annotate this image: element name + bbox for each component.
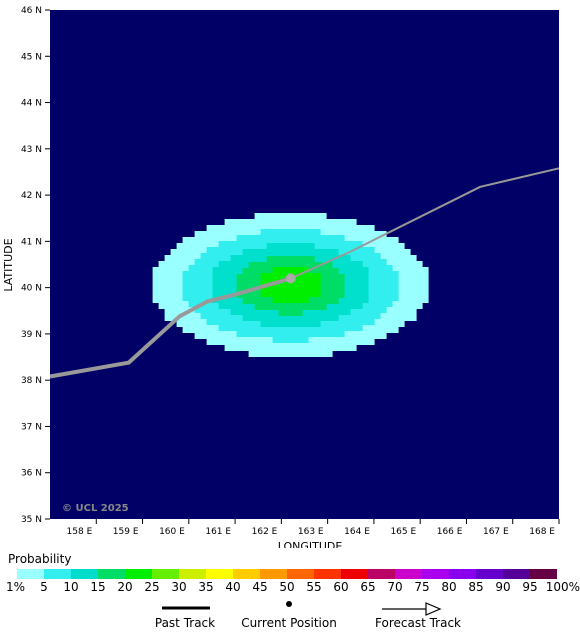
forecast-track-arrow-icon — [382, 602, 442, 616]
legend-label: 85 — [468, 580, 484, 594]
legend-label: 75 — [414, 580, 430, 594]
lon-tick-label: 161 E — [205, 527, 231, 537]
probability-contour-20 — [260, 267, 321, 303]
legend-label: 5 — [40, 580, 48, 594]
current-position-dot-icon — [286, 601, 292, 607]
legend-swatch — [449, 569, 476, 579]
key-forecast-track-label: Forecast Track — [375, 616, 461, 630]
lon-tick-label: 162 E — [252, 527, 278, 537]
legend-label: 100% — [545, 580, 580, 594]
key-current-position-label: Current Position — [241, 616, 337, 630]
legend-swatch — [71, 569, 98, 579]
legend-swatch — [125, 569, 152, 579]
lat-tick-label: 35 N — [21, 515, 42, 525]
lon-tick-label: 166 E — [437, 527, 463, 537]
legend-swatch — [233, 569, 260, 579]
legend-label: 10 — [63, 580, 79, 594]
legend-swatch — [206, 569, 233, 579]
legend-label: 20 — [117, 580, 133, 594]
legend-swatch — [530, 569, 557, 579]
legend-label: 80 — [441, 580, 457, 594]
legend-swatch — [44, 569, 71, 579]
legend-swatch — [368, 569, 395, 579]
legend-label: 40 — [225, 580, 241, 594]
legend-label: 45 — [252, 580, 268, 594]
current-position-marker — [285, 273, 296, 284]
lat-tick-label: 38 N — [21, 376, 42, 386]
lat-tick-label: 40 N — [21, 284, 42, 294]
legend-label: 50 — [279, 580, 295, 594]
legend-label: 65 — [360, 580, 376, 594]
x-axis-title: LONGITUDE — [278, 540, 343, 548]
y-axis-title: LATITUDE — [2, 238, 15, 291]
legend-label: 35 — [198, 580, 214, 594]
forecast-track-line — [290, 167, 560, 280]
lat-tick-label: 44 N — [21, 99, 42, 109]
legend-swatch — [503, 569, 530, 579]
lat-tick-label: 45 N — [21, 52, 42, 62]
legend-label: 25 — [144, 580, 160, 594]
legend-label: 15 — [90, 580, 106, 594]
lon-tick-label: 163 E — [298, 527, 324, 537]
lon-tick-label: 158 E — [67, 527, 93, 537]
map-ticks: 158 E 159 E 160 E 161 E 162 E 163 E 164 E 165 E… — [21, 6, 560, 537]
legend-swatch — [395, 569, 422, 579]
lon-tick-label: 159 E — [113, 527, 139, 537]
legend-swatch — [179, 569, 206, 579]
lat-tick-label: 41 N — [21, 237, 42, 247]
legend-label: 1% — [6, 580, 26, 594]
legend-label: 90 — [495, 580, 511, 594]
legend-swatch — [341, 569, 368, 579]
probability-labels: 1% 5 10 15 20 25 30 35 40 45 50 55 60 65 70 75 80 85 90 95 1… — [0, 580, 580, 594]
probability-color-bar — [17, 569, 557, 579]
lat-tick-label: 42 N — [21, 191, 42, 201]
legend-title: Probability — [8, 552, 72, 566]
legend-swatch — [422, 569, 449, 579]
probability-field — [152, 213, 429, 357]
legend-swatch — [98, 569, 125, 579]
storm-probability-map: 158 E 159 E 160 E 161 E 162 E 163 E 164 E 165 E… — [2, 6, 560, 548]
lon-tick-label: 167 E — [483, 527, 509, 537]
lat-tick-label: 43 N — [21, 145, 42, 155]
legend-swatch — [314, 569, 341, 579]
legend-label: 70 — [387, 580, 403, 594]
legend-label: 55 — [306, 580, 322, 594]
past-track-line — [49, 276, 292, 379]
past-track-line-icon — [162, 606, 210, 610]
legend-swatch — [17, 569, 44, 579]
lat-tick-label: 39 N — [21, 330, 42, 340]
lat-tick-label: 46 N — [21, 6, 42, 16]
legend-label: 30 — [171, 580, 187, 594]
legend-swatch — [260, 569, 287, 579]
storm-track — [49, 167, 560, 379]
lat-tick-label: 36 N — [21, 469, 42, 479]
lon-tick-label: 160 E — [159, 527, 185, 537]
key-past-track-label: Past Track — [154, 616, 216, 630]
legend-label: 60 — [333, 580, 349, 594]
legend-swatch — [152, 569, 179, 579]
legend-swatch — [476, 569, 503, 579]
lat-tick-label: 37 N — [21, 422, 42, 432]
lon-tick-label: 164 E — [344, 527, 370, 537]
legend-label: 95 — [522, 580, 538, 594]
lon-tick-label: 165 E — [390, 527, 416, 537]
copyright-label: © UCL 2025 — [62, 503, 129, 514]
lon-tick-label: 168 E — [529, 527, 555, 537]
legend-swatch — [287, 569, 314, 579]
